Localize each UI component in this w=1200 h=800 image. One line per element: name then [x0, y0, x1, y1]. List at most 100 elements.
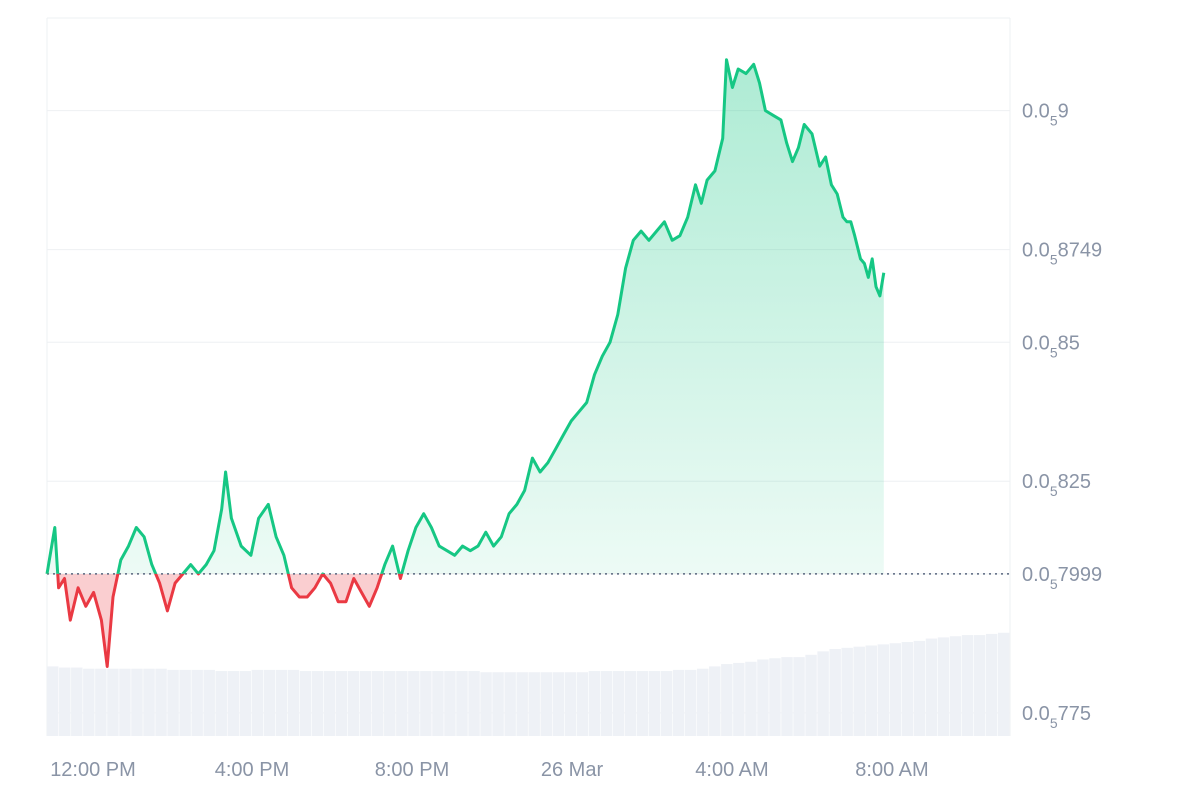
- volume-bar: [745, 661, 757, 736]
- volume-bar: [384, 671, 396, 736]
- volume-bar: [877, 644, 890, 736]
- volume-bar: [299, 671, 312, 736]
- volume-bar: [420, 671, 432, 736]
- volume-bar: [733, 662, 745, 736]
- volume-bar: [865, 645, 877, 736]
- volume-bar: [925, 638, 938, 736]
- volume-bar: [901, 642, 914, 736]
- volume-bar: [59, 667, 71, 736]
- volume-bar: [359, 671, 372, 736]
- volume-bar: [552, 672, 565, 736]
- volume-bar: [456, 671, 468, 736]
- volume-bar: [347, 671, 360, 736]
- volume-bar: [660, 671, 673, 736]
- volume-bar: [612, 671, 625, 736]
- price-line: [45, 58, 886, 668]
- plot-frame: [46, 17, 1011, 736]
- volume-bar: [311, 671, 324, 736]
- volume-bar: [648, 671, 661, 736]
- volume-bar: [323, 671, 336, 736]
- y-tick-label: 0.0585: [1022, 332, 1080, 360]
- volume-bar: [83, 668, 95, 736]
- x-tick-label: 8:00 PM: [375, 759, 449, 781]
- volume-bar: [672, 669, 685, 736]
- volume-bar: [817, 651, 829, 736]
- volume-bar: [564, 672, 577, 736]
- volume-bar: [985, 633, 998, 736]
- volume-bar: [709, 666, 721, 736]
- volume-bar: [937, 637, 950, 736]
- volume-bar: [997, 632, 1010, 736]
- volume-bar: [131, 668, 143, 736]
- y-tick-label: 0.059: [1022, 101, 1069, 129]
- price-area: [47, 59, 884, 667]
- volume-bar: [167, 669, 179, 736]
- volume-bar: [227, 671, 239, 736]
- volume-bar: [408, 671, 420, 736]
- volume-bar: [119, 668, 131, 736]
- volume-bar: [636, 671, 649, 736]
- volume-bar: [889, 643, 902, 736]
- volume-bar: [275, 669, 288, 736]
- volume-bar: [396, 671, 408, 736]
- volume-bar: [684, 669, 697, 736]
- volume-bar: [47, 666, 59, 736]
- volume-bar: [444, 671, 456, 736]
- y-tick-label: 0.058749: [1022, 240, 1102, 268]
- volume-bar: [179, 669, 191, 736]
- volume-bar: [697, 668, 709, 736]
- volume-bar: [468, 671, 480, 736]
- x-tick-label: 12:00 PM: [50, 759, 136, 781]
- volume-bar: [781, 657, 793, 736]
- volume-bar: [757, 659, 769, 736]
- volume-bar: [251, 669, 264, 736]
- volume-bar: [191, 669, 203, 736]
- volume-bar: [492, 672, 504, 736]
- volume-bar: [853, 646, 865, 736]
- volume-bars: [47, 632, 1010, 736]
- x-tick-label: 26 Mar: [541, 759, 604, 781]
- price-line-up: [45, 58, 886, 574]
- y-tick-label: 0.057999: [1022, 564, 1102, 592]
- volume-bar: [71, 667, 83, 736]
- volume-bar: [576, 672, 589, 736]
- volume-bar: [528, 672, 540, 736]
- volume-bar: [805, 654, 817, 736]
- volume-bar: [841, 647, 853, 736]
- volume-bar: [516, 672, 528, 736]
- volume-bar: [95, 668, 107, 736]
- y-tick-label: 0.05775: [1022, 703, 1091, 731]
- volume-bar: [829, 649, 841, 736]
- volume-bar: [215, 671, 227, 736]
- y-axis-labels: 0.059 0.058749 0.0585 0.05825 0.057999 0.0577…: [1022, 101, 1102, 731]
- volume-bar: [588, 671, 601, 736]
- volume-bar: [335, 671, 348, 736]
- x-axis-labels: 12:00 PM 4:00 PM 8:00 PM 26 Mar 4:00 AM 8:00 …: [50, 759, 929, 781]
- volume-bar: [239, 671, 252, 736]
- volume-bar: [973, 635, 986, 736]
- volume-bar: [480, 672, 492, 736]
- volume-bar: [721, 664, 733, 736]
- volume-bar: [769, 658, 781, 736]
- volume-bar: [961, 635, 974, 736]
- x-tick-label: 4:00 PM: [215, 759, 289, 781]
- x-tick-label: 8:00 AM: [855, 759, 928, 781]
- volume-bar: [949, 636, 962, 736]
- volume-bar: [624, 671, 637, 736]
- volume-bar: [143, 668, 155, 736]
- volume-bar: [372, 671, 384, 736]
- volume-bar: [203, 669, 215, 736]
- volume-bar: [540, 672, 552, 736]
- volume-bar: [287, 669, 300, 736]
- volume-bar: [107, 668, 119, 736]
- y-tick-label: 0.05825: [1022, 471, 1091, 499]
- volume-bar: [504, 672, 516, 736]
- area-above-baseline: [47, 59, 884, 574]
- volume-bar: [155, 668, 167, 736]
- volume-bar: [432, 671, 444, 736]
- volume-bar: [793, 657, 805, 736]
- volume-bar: [600, 671, 613, 736]
- x-tick-label: 4:00 AM: [695, 759, 768, 781]
